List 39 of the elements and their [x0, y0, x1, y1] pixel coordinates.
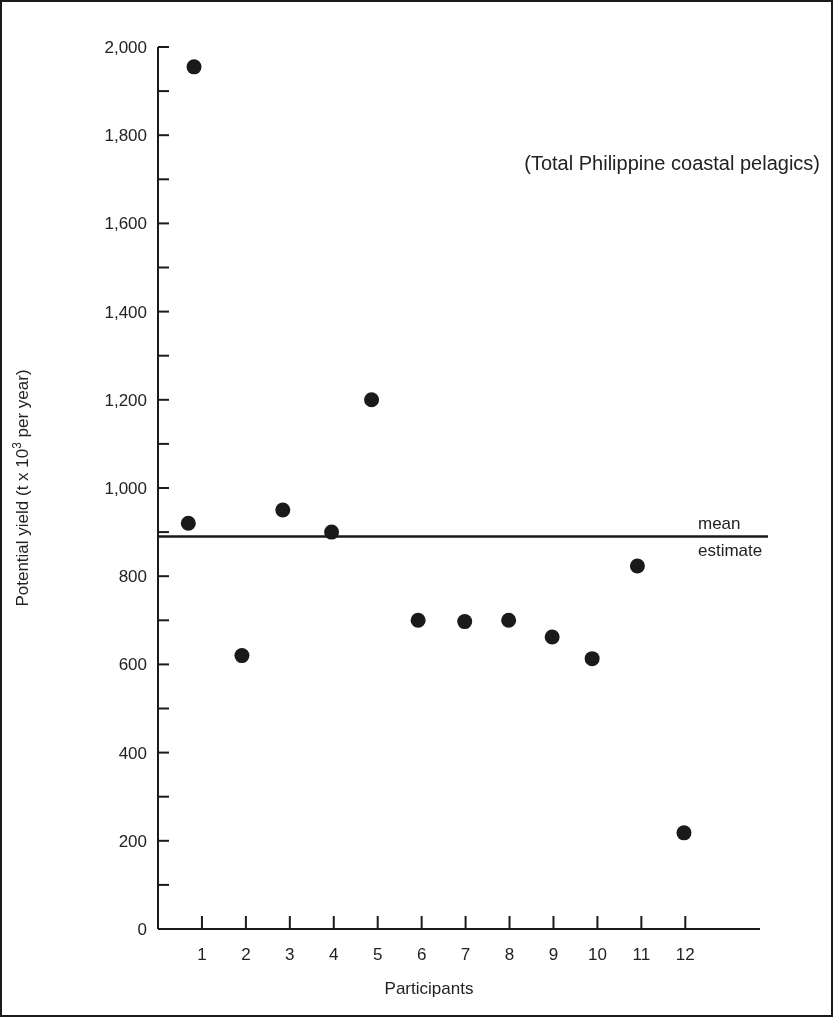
x-tick-label: 10 [587, 945, 607, 964]
y-tick-label: 1,200 [104, 390, 147, 410]
point [544, 629, 560, 645]
point [584, 651, 600, 667]
y-tick-label: 400 [118, 743, 147, 763]
y-tick-label: 800 [118, 567, 147, 587]
x-tick-label: 11 [632, 945, 651, 964]
x-tick-label: 9 [548, 945, 559, 964]
point [186, 59, 202, 75]
x-tick-label: 2 [241, 945, 251, 964]
x-tick-label: 3 [285, 945, 295, 964]
x-tick-label: 5 [372, 945, 383, 964]
y-tick-label: 200 [118, 831, 147, 851]
x-tick-label: 8 [504, 945, 515, 964]
point [629, 558, 645, 574]
x-tick-label: 1 [197, 945, 207, 964]
y-tick-label: 0 [137, 919, 147, 939]
x-tick-label: 4 [329, 945, 339, 964]
point [501, 612, 517, 628]
point [234, 648, 250, 664]
point [410, 612, 426, 628]
y-tick-label: 1,800 [104, 126, 147, 146]
x-tick-label: 12 [675, 945, 695, 964]
point [275, 502, 291, 518]
x-tick-label: 7 [460, 945, 471, 964]
y-tick-label: 600 [118, 655, 147, 675]
y-tick-label: 1,600 [104, 214, 147, 234]
point [364, 392, 380, 408]
x-axis-title: Participants [384, 979, 474, 998]
y-tick-label: 1,400 [104, 302, 147, 322]
point [676, 825, 692, 841]
point [324, 524, 340, 540]
annotation: (Total Philippine coastal pelagics) [524, 152, 820, 174]
point [457, 614, 473, 630]
y-tick-label: 1,000 [104, 478, 147, 498]
y-tick-label: 2,000 [104, 37, 147, 57]
ref-line-label: mean estimate [698, 513, 763, 560]
point [180, 515, 196, 531]
x-tick-label: 6 [416, 945, 427, 964]
